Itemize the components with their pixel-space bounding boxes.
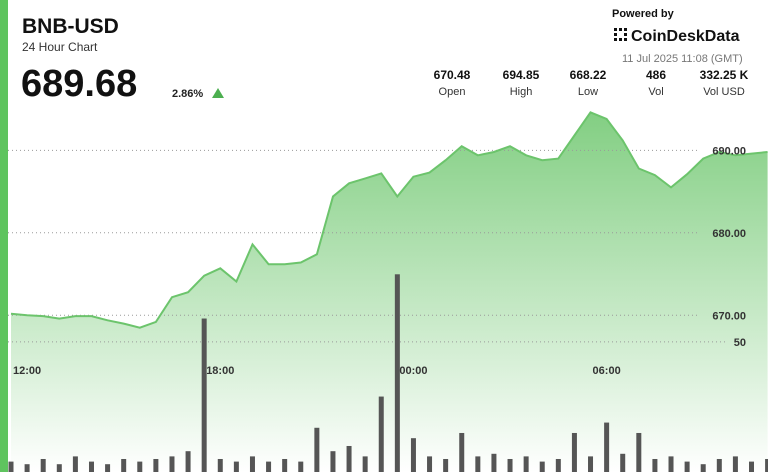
volume-bar [378,396,384,472]
x-tick-label: 06:00 [593,365,621,377]
stat-value: 670.48 [434,68,471,82]
volume-bar [362,456,368,472]
volume-bar [555,458,561,472]
timestamp: 11 Jul 2025 11:08 (GMT) [622,53,743,65]
volume-bar [201,318,207,472]
volume-bar [169,456,175,472]
title: BNB-USD [22,15,119,38]
volume-bar [443,458,449,472]
subtitle: 24 Hour Chart [22,40,98,54]
y-tick-label: 680.00 [712,228,746,240]
volume-bar [491,453,497,472]
price-area [11,112,768,472]
volume-bar [24,464,30,472]
stat-value: 668.22 [570,68,607,82]
brand: CoinDeskData [631,28,740,45]
volume-bar [523,456,529,472]
volume-bar [427,456,433,472]
volume-bar [330,451,336,472]
price: 689.68 [21,63,137,105]
volume-bar [684,461,690,472]
volume-bar [459,432,465,472]
volume-bar [668,456,674,472]
brand-icon [614,28,627,41]
stat-label: Low [578,86,598,98]
x-tick-label: 18:00 [206,365,234,377]
volume-bar [298,461,304,472]
y-tick-label: 690.00 [712,145,746,157]
volume-bar [620,453,626,472]
volume-bar [475,456,481,472]
accent-bar [0,0,8,472]
volume-bar [507,458,513,472]
volume-bar [314,427,320,472]
price-line [10,111,768,329]
volume-bar [571,432,577,472]
volume-bar [604,422,610,472]
volume-bar [217,458,223,472]
stat-value: 486 [646,68,666,82]
x-tick-label: 12:00 [13,365,41,377]
volume-bar [266,461,272,472]
up-arrow [212,88,224,98]
volume-bar [716,458,722,472]
stat-value: 694.85 [503,68,540,82]
volume-bar [282,458,288,472]
stat-label: High [510,86,533,98]
stat-label: Vol USD [703,86,745,98]
volume-bar [749,461,755,472]
volume-bar [8,461,14,472]
volume-bar [700,464,706,472]
stat-label: Open [439,86,466,98]
volume-bar [153,458,159,472]
volume-bar [56,464,62,472]
x-tick-label: 00:00 [399,365,427,377]
change: 2.86% [172,88,203,100]
volume-bar [137,461,143,472]
volume-bar [410,438,416,472]
volume-bar [394,274,400,472]
volume-bar [732,456,738,472]
header: BNB-USD 24 Hour Chart 689.68 2.86% Power… [21,8,743,105]
powered-by: Powered by [612,8,675,20]
stat-value: 332.25 K [700,68,749,82]
volume-bar [765,458,768,472]
volume-bar [539,461,545,472]
volume-bar [185,451,191,472]
plot: 670.00 680.00 690.00 50 12:00 18:00 00:00 06:00 [8,111,768,472]
volume-bar [652,458,658,472]
stats: 670.48 Open 694.85 High 668.22 Low 486 Vol 332.2… [434,68,749,98]
volume-bar [88,461,94,472]
y-tick-label: 670.00 [712,310,746,322]
volume-bar [636,432,642,472]
stat-label: Vol [648,86,663,98]
y2-tick-label: 50 [734,337,746,349]
volume-bar [233,461,239,472]
volume-bar [346,445,352,472]
volume-bar [121,458,127,472]
volume-bar [249,456,255,472]
volume-bar [588,456,594,472]
volume-bar [105,464,111,472]
volume-bar [72,456,78,472]
volume-bar [40,458,46,472]
